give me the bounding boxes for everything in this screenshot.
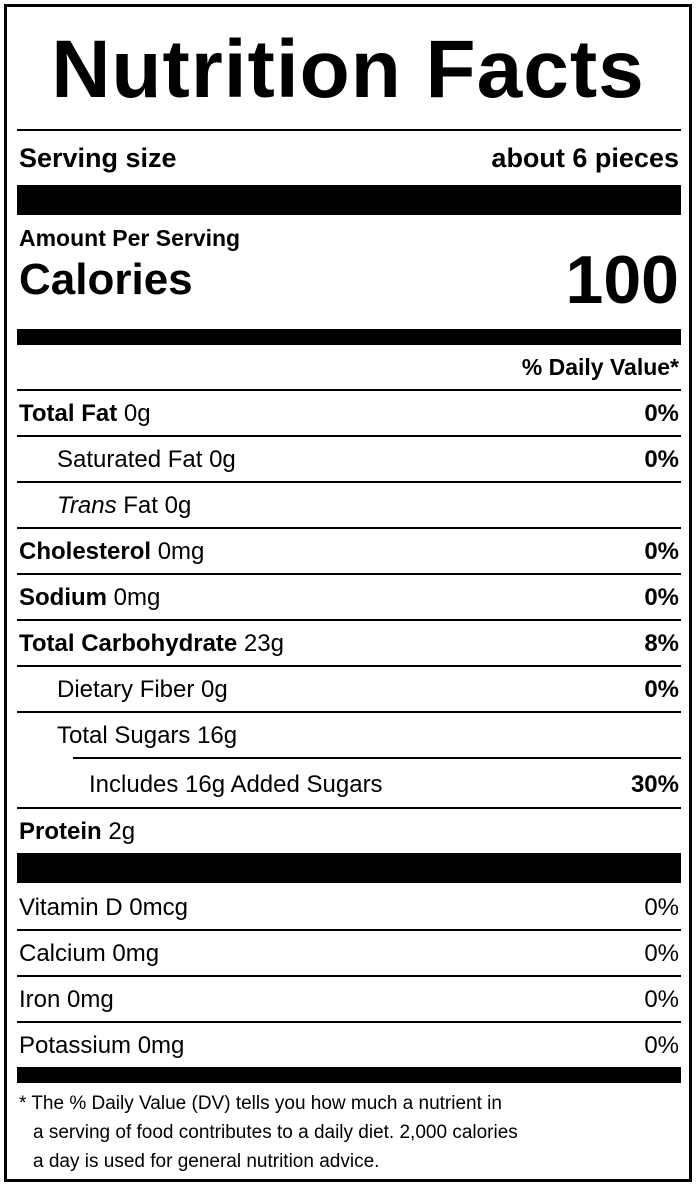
nutrient-row-total-sugars: Total Sugars 16g	[19, 717, 679, 755]
divider	[17, 807, 681, 809]
vitamin-row: Potassium 0mg 0%	[19, 1027, 679, 1065]
divider	[17, 435, 681, 437]
daily-value-header-row: % Daily Value*	[19, 351, 679, 383]
divider	[17, 711, 681, 713]
nutrient-dv: 0%	[644, 538, 679, 565]
vitamin-name: Iron 0mg	[19, 986, 114, 1013]
calories-label: Calories	[19, 255, 193, 304]
calories-row: Calories 100	[19, 242, 679, 318]
vitamin-dv: 0%	[644, 986, 679, 1013]
vitamin-dv: 0%	[644, 894, 679, 921]
divider	[17, 665, 681, 667]
nutrition-label: Nutrition Facts Serving size about 6 pie…	[4, 4, 692, 1182]
divider	[73, 757, 681, 759]
footnote-line: a serving of food contributes to a daily…	[33, 1122, 518, 1143]
calories-value: 100	[565, 242, 679, 318]
nutrient-row-total-carbohydrate: Total Carbohydrate 23g 8%	[19, 625, 679, 663]
nutrient-dv: 0%	[644, 400, 679, 427]
nutrient-amount: 2g	[108, 818, 136, 845]
divider	[17, 573, 681, 575]
vitamin-name: Potassium 0mg	[19, 1032, 185, 1059]
divider	[17, 975, 681, 977]
divider	[17, 481, 681, 483]
divider	[17, 129, 681, 131]
divider	[17, 1021, 681, 1023]
nutrient-amount: 0g	[123, 400, 151, 427]
nutrient-row-cholesterol: Cholesterol 0mg 0%	[19, 533, 679, 571]
amount-per-serving: Amount Per Serving	[19, 225, 241, 251]
divider	[17, 389, 681, 391]
nutrient-name: Saturated Fat 0g	[57, 446, 236, 473]
nutrient-name: Includes 16g Added Sugars	[89, 771, 383, 798]
nutrient-row-trans-fat: Trans Fat 0g	[19, 487, 679, 525]
medium-divider	[17, 329, 681, 345]
nutrient-dv: 8%	[644, 630, 679, 657]
vitamin-dv: 0%	[644, 1032, 679, 1059]
nutrient-row-dietary-fiber: Dietary Fiber 0g 0%	[19, 671, 679, 709]
nutrient-name-italic: Trans	[57, 492, 117, 519]
nutrient-row-saturated-fat: Saturated Fat 0g 0%	[19, 441, 679, 479]
vitamin-row: Calcium 0mg 0%	[19, 935, 679, 973]
thick-divider	[17, 853, 681, 883]
nutrient-name: Fat 0g	[116, 492, 192, 519]
nutrient-row-protein: Protein 2g	[19, 813, 679, 851]
vitamin-dv: 0%	[644, 940, 679, 967]
nutrient-dv: 30%	[630, 771, 679, 798]
nutrient-amount: 23g	[243, 630, 284, 657]
vitamin-row: Iron 0mg 0%	[19, 981, 679, 1019]
nutrient-name: Sodium	[19, 584, 107, 611]
nutrient-dv: 0%	[644, 446, 679, 473]
vitamin-name: Vitamin D 0mcg	[19, 894, 188, 921]
nutrient-name: Protein	[19, 818, 102, 845]
nutrient-name: Total Sugars 16g	[57, 722, 238, 749]
thick-divider	[17, 185, 681, 215]
label-title: Nutrition Facts	[51, 24, 645, 115]
nutrient-name: Cholesterol	[19, 538, 152, 565]
nutrient-dv: 0%	[644, 584, 679, 611]
footnote: * The % Daily Value (DV) tells you how m…	[19, 1089, 639, 1176]
daily-value-header: % Daily Value*	[521, 353, 679, 380]
vitamin-row: Vitamin D 0mcg 0%	[19, 889, 679, 927]
nutrient-name: Total Fat	[19, 400, 118, 427]
divider	[17, 527, 681, 529]
medium-divider	[17, 1067, 681, 1083]
nutrient-amount: 0mg	[113, 584, 161, 611]
serving-size-value: about 6 pieces	[491, 142, 679, 173]
footnote-line: a day is used for general nutrition advi…	[33, 1151, 380, 1172]
nutrient-dv: 0%	[644, 676, 679, 703]
nutrient-row-sodium: Sodium 0mg 0%	[19, 579, 679, 617]
nutrient-name: Total Carbohydrate	[19, 630, 238, 657]
serving-size-row: Serving size about 6 pieces	[19, 139, 679, 177]
divider	[17, 619, 681, 621]
nutrient-row-added-sugars: Includes 16g Added Sugars 30%	[19, 765, 679, 805]
nutrient-amount: 0mg	[157, 538, 205, 565]
divider	[17, 929, 681, 931]
serving-size-label: Serving size	[19, 142, 177, 173]
footnote-line: * The % Daily Value (DV) tells you how m…	[19, 1093, 502, 1114]
nutrient-row-total-fat: Total Fat 0g 0%	[19, 395, 679, 433]
vitamin-name: Calcium 0mg	[19, 940, 160, 967]
nutrient-name: Dietary Fiber 0g	[57, 676, 228, 703]
